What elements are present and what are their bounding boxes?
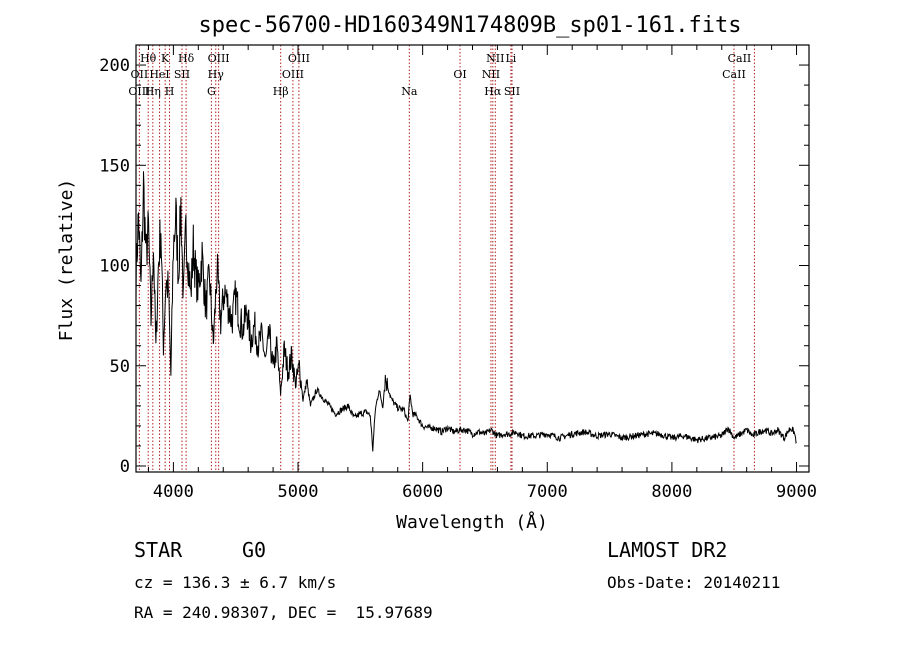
- spectral-line-label: OII: [131, 68, 149, 81]
- spectral-line-label: OIII: [128, 85, 150, 98]
- spectral-line-label: CaII: [728, 52, 752, 65]
- spectral-line-label: CaII: [722, 68, 746, 81]
- axis-ticks: 4000 5000 6000 7000 8000 9000 0 50 100 150 200: [99, 45, 817, 502]
- y-axis-label: Flux (relative): [56, 179, 77, 342]
- spectral-line-label: SII: [504, 85, 520, 98]
- spectral-line-label: G: [207, 85, 216, 98]
- spectral-line-label: Hγ: [208, 68, 225, 81]
- redshift-cz: cz = 136.3 ± 6.7 km/s: [134, 573, 337, 592]
- obs-date: Obs-Date: 20140211: [607, 573, 781, 592]
- ra-dec: RA = 240.98307, DEC = 15.97689: [134, 603, 433, 622]
- object-subclass: G0: [242, 538, 267, 562]
- y-tick-label: 50: [110, 357, 130, 377]
- x-tick-label: 9000: [776, 482, 817, 502]
- y-tick-label: 200: [99, 56, 130, 76]
- spectral-line-label: OIII: [282, 68, 304, 81]
- spectral-line-label: Hδ: [178, 52, 195, 65]
- spectral-line-label: Hθ: [140, 52, 157, 65]
- spectral-line-label: NII: [486, 52, 504, 65]
- spectral-line-label: H: [165, 85, 175, 98]
- x-tick-label: 4000: [153, 482, 194, 502]
- spectral-line-label: HeI: [149, 68, 169, 81]
- flux-line: [135, 171, 797, 452]
- spectral-line-label: Li: [505, 52, 516, 65]
- spectral-line-label: OI: [453, 68, 466, 81]
- spectral-line-label: SII: [174, 68, 190, 81]
- spectral-line-label: K: [161, 52, 170, 65]
- y-tick-label: 150: [99, 156, 130, 176]
- y-tick-label: 0: [120, 457, 130, 477]
- x-tick-label: 8000: [651, 482, 692, 502]
- spectral-line-label: OIII: [208, 52, 230, 65]
- spectral-line-label: NII: [482, 68, 500, 81]
- chart-title: spec-56700-HD160349N174809B_sp01-161.fit…: [198, 13, 741, 38]
- spectral-line-label: OIII: [288, 52, 310, 65]
- spectral-line-labels: Hθ OII OIII K HeI Hη H SII Hδ OIII Hγ G Hβ OIII OIII Na…: [128, 52, 751, 98]
- spectral-line-label: Hα: [484, 85, 502, 98]
- object-class: STAR: [134, 538, 183, 562]
- spectral-line-markers: [138, 45, 755, 472]
- survey-name: LAMOST DR2: [607, 538, 728, 562]
- x-axis-label: Wavelength (Å): [396, 511, 548, 533]
- x-tick-label: 7000: [527, 482, 568, 502]
- x-tick-label: 5000: [278, 482, 319, 502]
- y-tick-label: 100: [99, 257, 130, 277]
- flux-series: [135, 171, 797, 452]
- spectral-line-label: Na: [401, 85, 418, 98]
- spectral-line-label: Hβ: [273, 85, 289, 98]
- x-tick-label: 6000: [402, 482, 443, 502]
- spectral-line-label: Hη: [145, 85, 161, 98]
- plot-frame: [135, 44, 810, 473]
